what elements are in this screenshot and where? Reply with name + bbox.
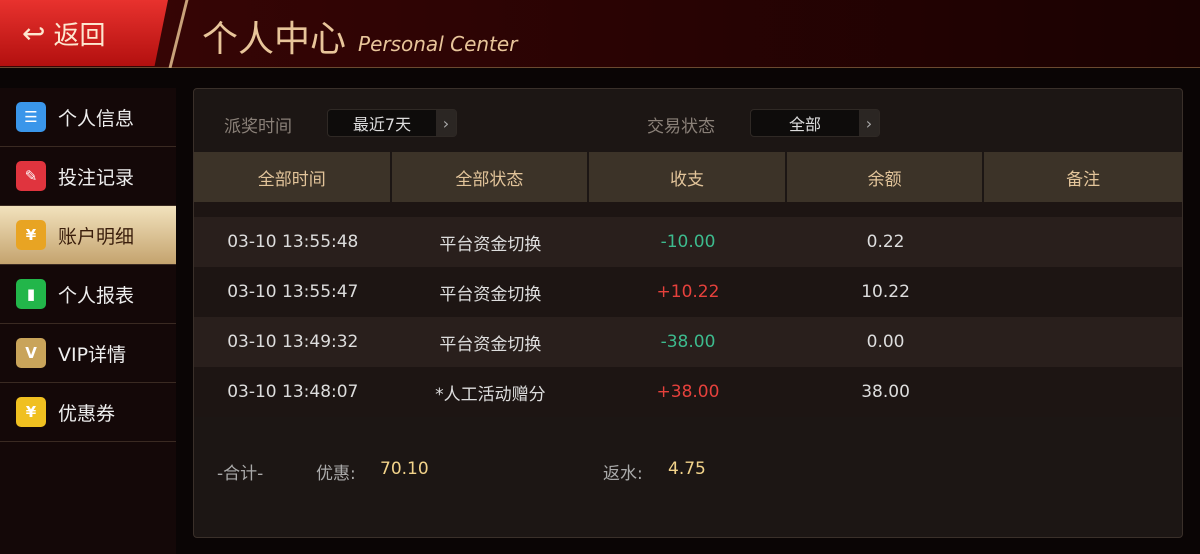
cell-amount: +10.22 [656, 282, 720, 302]
sidebar-item-2[interactable]: ¥ 账户明细 [0, 206, 176, 265]
time-filter-value: 最近7天 [352, 115, 412, 134]
column-header-time[interactable]: 全部时间 [194, 152, 392, 202]
cell-status: 平台资金切换 [392, 202, 590, 217]
status-filter-value: 全部 [788, 115, 821, 134]
cell-balance: 0.22 [866, 232, 905, 252]
sidebar-item-label: 投注记录 [58, 166, 135, 189]
chevron-right-icon: › [436, 110, 456, 136]
promo-label: 优惠: [316, 464, 356, 484]
chevron-right-icon: › [859, 110, 879, 136]
sidebar-item-label: 个人报表 [58, 284, 135, 307]
table-row: 03-10 13:48:07 *人工活动赠分 +38.00 38.00 [194, 367, 1182, 417]
table-header: 全部时间 全部状态 收支 余额 备注 [194, 152, 1182, 202]
time-filter-label: 派奖时间 [224, 117, 292, 137]
sidebar-item-label: 账户明细 [58, 225, 135, 248]
table-row: 03-10 13:55:48 平台资金切换 -10.00 0.22 [194, 217, 1182, 267]
coupon-icon: ¥ [16, 397, 46, 427]
promo-value: 70.10 [380, 459, 429, 479]
bar-chart-icon: ▮ [16, 279, 46, 309]
cell-amount: +38.00 [656, 382, 720, 402]
sidebar-item-0[interactable]: ☰ 个人信息 [0, 88, 176, 147]
cell-note [984, 317, 1182, 367]
cell-status: 平台资金切换 [439, 334, 542, 355]
wallet-icon: ¥ [16, 220, 46, 250]
cell-time: 03-10 14:06:37 [194, 202, 392, 217]
sidebar-item-label: 个人信息 [58, 107, 135, 130]
vip-crown-icon: V [16, 338, 46, 368]
cell-note [984, 367, 1182, 417]
cell-balance: 0.00 [866, 332, 905, 352]
sidebar-item-label: VIP详情 [58, 343, 127, 366]
table-body[interactable]: 03-10 14:06:37平台资金切换+0.120.3403-10 13:55… [194, 202, 1182, 432]
cell-note [984, 202, 1182, 217]
sidebar-item-1[interactable]: ✎ 投注记录 [0, 147, 176, 206]
cell-status: 平台资金切换 [439, 234, 542, 255]
cell-amount: +0.12 [589, 202, 787, 217]
page-title: 个人中心 Personal Center [202, 10, 517, 62]
cell-amount: -38.00 [660, 332, 716, 352]
document-edit-icon: ✎ [16, 161, 46, 191]
cell-amount: -10.00 [660, 232, 716, 252]
header: ↩ 返回 个人中心 Personal Center [0, 0, 1200, 68]
cell-balance: 10.22 [861, 282, 910, 302]
column-header-status[interactable]: 全部状态 [392, 152, 590, 202]
back-label: 返回 [53, 20, 106, 51]
status-filter-select[interactable]: 全部 › [750, 109, 880, 137]
filter-bar: 派奖时间 最近7天 › 交易状态 全部 › [194, 109, 1182, 137]
back-button[interactable]: ↩ 返回 [0, 0, 168, 66]
status-filter-label: 交易状态 [647, 117, 715, 137]
cell-time: 03-10 13:55:48 [227, 232, 359, 252]
cell-status: *人工活动赠分 [435, 384, 546, 405]
cell-note [984, 217, 1182, 267]
page-title-en: Personal Center [358, 32, 518, 56]
column-header-note: 备注 [1066, 169, 1101, 190]
cell-time: 03-10 13:48:07 [227, 382, 359, 402]
sidebar-item-3[interactable]: ▮ 个人报表 [0, 265, 176, 324]
back-arrow-icon: ↩ [22, 16, 46, 50]
sidebar: ☰ 个人信息 ✎ 投注记录 ¥ 账户明细 ▮ 个人报表 V VIP详情 ¥ 优惠券 [0, 88, 176, 554]
table-row: 03-10 14:06:37平台资金切换+0.120.34 [194, 202, 1182, 217]
account-details-panel: 派奖时间 最近7天 › 交易状态 全部 › 全部时间 全部状态 收支 余额 备注… [193, 88, 1183, 538]
column-header-amount: 收支 [589, 152, 787, 202]
page-title-cn: 个人中心 [202, 19, 347, 60]
cell-balance: 38.00 [861, 382, 910, 402]
sidebar-item-5[interactable]: ¥ 优惠券 [0, 383, 176, 442]
cell-note [984, 267, 1182, 317]
column-header-balance: 余额 [787, 152, 985, 202]
cell-time: 03-10 13:49:32 [227, 332, 359, 352]
sidebar-item-4[interactable]: V VIP详情 [0, 324, 176, 383]
cell-balance: 0.34 [787, 202, 985, 217]
cell-status: 平台资金切换 [439, 284, 542, 305]
sidebar-item-label: 优惠券 [58, 402, 116, 425]
table-row: 03-10 13:49:32 平台资金切换 -38.00 0.00 [194, 317, 1182, 367]
total-label: -合计- [217, 464, 264, 484]
id-card-icon: ☰ [16, 102, 46, 132]
time-filter-select[interactable]: 最近7天 › [327, 109, 457, 137]
rebate-value: 4.75 [668, 459, 706, 479]
table-row: 03-10 13:55:47 平台资金切换 +10.22 10.22 [194, 267, 1182, 317]
rebate-label: 返水: [603, 464, 643, 484]
cell-time: 03-10 13:55:47 [227, 282, 359, 302]
